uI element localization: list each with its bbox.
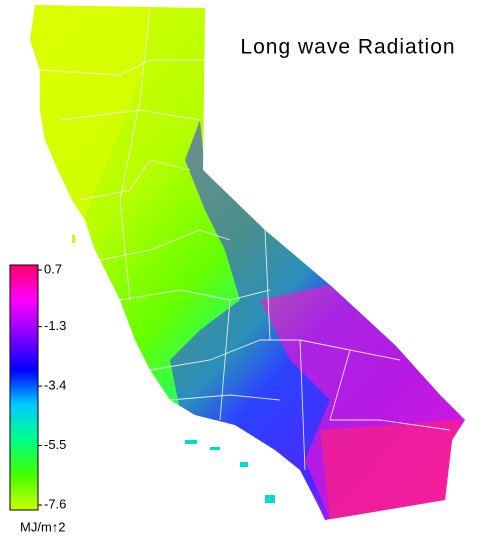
colorbar <box>9 264 39 511</box>
map-title: Long wave Radiation <box>240 36 455 59</box>
colorbar-tick-label: -7.6 <box>44 496 66 511</box>
colorbar-tick-label: -5.5 <box>44 437 66 452</box>
colorbar-tick-label: -1.3 <box>44 318 66 333</box>
colorbar-tick-label: 0.7 <box>44 261 62 276</box>
colorbar-tick-label: -3.4 <box>44 378 66 393</box>
colorbar-unit: MJ/m↑2 <box>20 519 66 534</box>
islands <box>72 235 275 503</box>
